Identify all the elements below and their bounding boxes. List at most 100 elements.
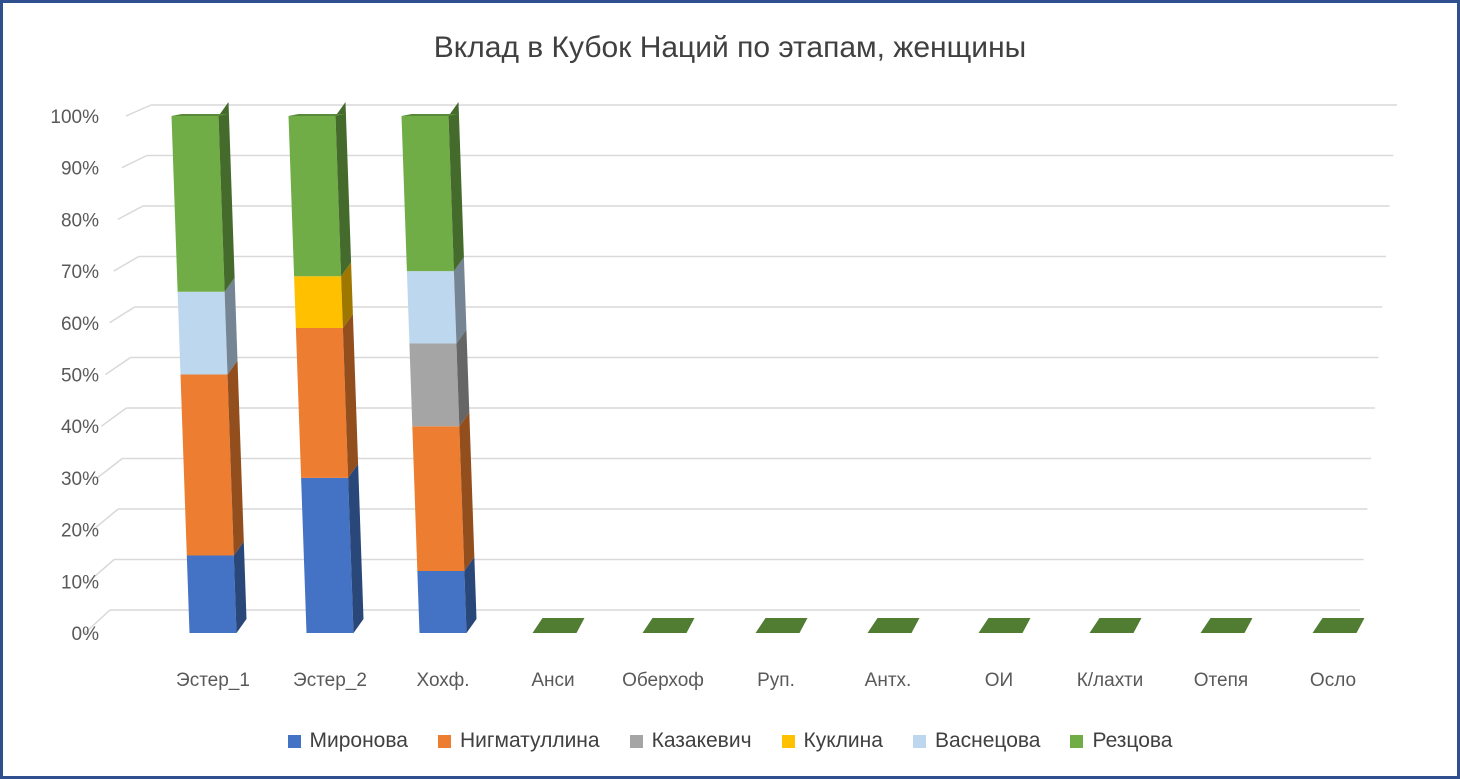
bar-segment xyxy=(294,262,353,328)
empty-bar xyxy=(1200,618,1253,633)
bar-side xyxy=(448,102,464,272)
bar-front xyxy=(294,276,343,328)
x-tick-label: Хохф. xyxy=(416,670,469,691)
legend-swatch xyxy=(912,734,926,748)
bar-top xyxy=(401,114,459,116)
x-tick-label: К/лахти xyxy=(1077,670,1144,691)
legend-swatch xyxy=(629,734,643,748)
y-tick-label: 100% xyxy=(50,107,99,128)
chart-plot: 0% 10% 20% 30% 40% 50% 60% 70% 80% 90% 100% Эстер_1… xyxy=(50,102,1397,691)
bar-top xyxy=(288,114,346,116)
side-gridline xyxy=(96,457,123,479)
bar-segment xyxy=(288,102,352,277)
y-tick-label: 50% xyxy=(61,366,99,387)
bar-side xyxy=(227,360,244,556)
y-tick-label: 0% xyxy=(72,624,100,645)
legend-swatch xyxy=(1070,734,1084,748)
side-gridline xyxy=(109,306,136,324)
y-tick-label: 90% xyxy=(61,159,99,180)
bar-front xyxy=(180,374,234,556)
legend-label: Казакевич xyxy=(651,729,752,752)
bar-side xyxy=(453,257,467,344)
bar-side xyxy=(224,277,238,375)
legend-swatch xyxy=(287,734,301,748)
bar-segment xyxy=(401,102,464,272)
bar-front xyxy=(409,343,460,427)
bar-side xyxy=(233,541,247,633)
side-gridline xyxy=(92,508,119,531)
bar-side xyxy=(456,329,470,427)
x-tick-label: Осло xyxy=(1310,670,1356,691)
empty-bar xyxy=(867,618,920,633)
x-tick-label: ОИ xyxy=(985,670,1013,691)
bar-side xyxy=(218,102,235,292)
legend-item: Куклина xyxy=(781,729,883,753)
bar-front xyxy=(177,291,228,375)
bar-front xyxy=(401,116,454,272)
bar-front xyxy=(295,327,349,478)
bar-front xyxy=(288,116,342,277)
bar-segment xyxy=(180,360,244,556)
x-tick-label: Эстер_2 xyxy=(293,670,367,691)
y-tick-label: 10% xyxy=(61,572,99,593)
legend-label: Куклина xyxy=(803,729,883,752)
legend-label: Васнецова xyxy=(934,729,1041,752)
y-tick-label: 60% xyxy=(61,314,99,335)
empty-bar xyxy=(642,618,695,633)
y-tick-label: 70% xyxy=(61,262,99,283)
legend-swatch xyxy=(781,734,795,748)
bar-front xyxy=(171,116,225,292)
side-gridline xyxy=(125,104,152,117)
bar-segment xyxy=(301,463,364,633)
side-gridline xyxy=(117,205,144,221)
bar-segment xyxy=(406,257,467,344)
bar-front xyxy=(406,271,457,344)
bar-side xyxy=(348,463,364,633)
legend-label: Нигматуллина xyxy=(459,729,600,752)
empty-bar xyxy=(755,618,808,633)
x-tick-label: Анси xyxy=(531,670,574,691)
x-tick-label: Оберхоф xyxy=(622,670,704,691)
empty-bar xyxy=(532,618,585,633)
bar-segment xyxy=(295,313,359,478)
y-tick-label: 30% xyxy=(61,469,99,490)
bar-segment xyxy=(412,412,475,571)
bar-side xyxy=(464,556,477,633)
legend-item: Миронова xyxy=(287,729,408,753)
x-tick-label: Эстер_1 xyxy=(176,670,250,691)
side-gridline xyxy=(84,609,111,634)
y-tick-label: 20% xyxy=(61,521,99,542)
bar-segment xyxy=(177,277,238,375)
empty-bar xyxy=(978,618,1031,633)
bar-front xyxy=(301,477,354,633)
y-tick-label: 80% xyxy=(61,210,99,231)
legend-label: Резцова xyxy=(1092,729,1173,752)
chart-legend: Миронова Нигматуллина Казакевич Куклина Васн… xyxy=(3,729,1457,753)
bar-side xyxy=(341,262,353,328)
empty-bar xyxy=(1089,618,1142,633)
bar-front xyxy=(412,426,465,571)
bar-segment xyxy=(417,556,477,633)
side-gridline xyxy=(121,154,148,169)
bar-front xyxy=(417,570,467,633)
x-tick-label: Отепя xyxy=(1194,670,1248,691)
bar-segment xyxy=(186,541,247,633)
legend-item: Нигматуллина xyxy=(437,729,600,753)
x-tick-label: Антх. xyxy=(865,670,912,691)
empty-bar xyxy=(1312,618,1365,633)
legend-item: Резцова xyxy=(1070,729,1173,753)
bar-side xyxy=(342,313,359,478)
bar-top xyxy=(171,114,229,116)
x-tick-label: Руп. xyxy=(757,670,795,691)
bar-segment xyxy=(409,329,470,427)
side-gridline xyxy=(100,407,127,427)
bar-front xyxy=(186,555,237,633)
side-gridline xyxy=(113,255,140,272)
legend-item: Казакевич xyxy=(629,729,752,753)
side-gridline xyxy=(88,558,115,582)
legend-label: Миронова xyxy=(309,729,408,752)
legend-item: Васнецова xyxy=(912,729,1041,753)
y-tick-label: 40% xyxy=(61,417,99,438)
bar-side xyxy=(335,102,352,277)
